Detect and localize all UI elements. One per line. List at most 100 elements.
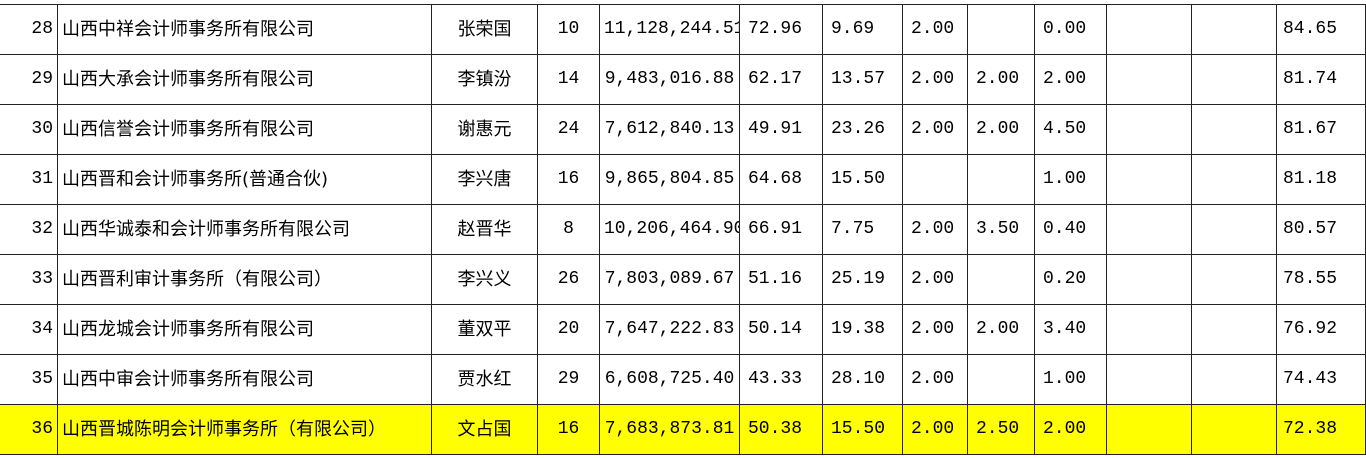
score: 2.00 [1035, 405, 1107, 454]
score [1192, 405, 1277, 454]
partner-name: 董双平 [432, 305, 538, 354]
partner-name: 谢惠元 [432, 105, 538, 154]
table-row: 32 山西华诚泰和会计师事务所有限公司 赵晋华 8 10,206,464.90 66.91… [0, 205, 1366, 255]
score [1192, 305, 1277, 354]
score [968, 255, 1035, 304]
table-row: 35 山西中审会计师事务所有限公司 贾水红 29 6,608,725.40 43.33 28… [0, 355, 1366, 405]
amount: 9,865,804.85 [600, 155, 740, 204]
firm-name: 山西华诚泰和会计师事务所有限公司 [58, 205, 432, 254]
score: 2.00 [903, 255, 968, 304]
count: 10 [538, 5, 600, 54]
score: 2.00 [903, 355, 968, 404]
score: 23.26 [823, 105, 903, 154]
count: 29 [538, 355, 600, 404]
total-score: 72.38 [1277, 405, 1366, 454]
rank: 31 [0, 155, 58, 204]
count: 14 [538, 55, 600, 104]
amount: 7,803,089.67 [600, 255, 740, 304]
table-row: 36 山西晋城陈明会计师事务所（有限公司） 文占国 16 7,683,873.81 50.… [0, 405, 1366, 455]
count: 16 [538, 155, 600, 204]
score: 3.40 [1035, 305, 1107, 354]
score: 2.00 [903, 55, 968, 104]
score: 43.33 [740, 355, 823, 404]
score [1192, 355, 1277, 404]
table-row: 28 山西中祥会计师事务所有限公司 张荣国 10 11,128,244.51 72.96 9… [0, 5, 1366, 55]
amount: 7,683,873.81 [600, 405, 740, 454]
count: 8 [538, 205, 600, 254]
score: 66.91 [740, 205, 823, 254]
score: 2.00 [1035, 55, 1107, 104]
score: 2.50 [968, 405, 1035, 454]
score [1192, 55, 1277, 104]
score: 72.96 [740, 5, 823, 54]
score: 50.38 [740, 405, 823, 454]
table-row: 31 山西晋和会计师事务所(普通合伙) 李兴唐 16 9,865,804.85 64.68… [0, 155, 1366, 205]
rank: 35 [0, 355, 58, 404]
score: 3.50 [968, 205, 1035, 254]
score [1107, 355, 1192, 404]
amount: 7,612,840.13 [600, 105, 740, 154]
firm-name: 山西晋城陈明会计师事务所（有限公司） [58, 405, 432, 454]
amount: 11,128,244.51 [600, 5, 740, 54]
score: 2.00 [903, 405, 968, 454]
total-score: 76.92 [1277, 305, 1366, 354]
prev-row-edge [0, 0, 1366, 5]
score: 62.17 [740, 55, 823, 104]
score [903, 155, 968, 204]
score: 13.57 [823, 55, 903, 104]
table-row: 33 山西晋利审计事务所（有限公司） 李兴义 26 7,803,089.67 51.16 2… [0, 255, 1366, 305]
rank: 36 [0, 405, 58, 454]
total-score: 81.74 [1277, 55, 1366, 104]
table-row: 30 山西信誉会计师事务所有限公司 谢惠元 24 7,612,840.13 49.91 23… [0, 105, 1366, 155]
count: 20 [538, 305, 600, 354]
firm-name: 山西晋利审计事务所（有限公司） [58, 255, 432, 304]
rank: 34 [0, 305, 58, 354]
score [1107, 5, 1192, 54]
score: 1.00 [1035, 155, 1107, 204]
score: 0.20 [1035, 255, 1107, 304]
score [1192, 155, 1277, 204]
score: 50.14 [740, 305, 823, 354]
score [1107, 205, 1192, 254]
score [1107, 405, 1192, 454]
score: 2.00 [903, 305, 968, 354]
score [1192, 205, 1277, 254]
score: 64.68 [740, 155, 823, 204]
score [1107, 255, 1192, 304]
firm-name: 山西信誉会计师事务所有限公司 [58, 105, 432, 154]
score: 4.50 [1035, 105, 1107, 154]
score: 2.00 [903, 205, 968, 254]
rank: 30 [0, 105, 58, 154]
total-score: 81.18 [1277, 155, 1366, 204]
total-score: 84.65 [1277, 5, 1366, 54]
partner-name: 赵晋华 [432, 205, 538, 254]
firm-name: 山西大承会计师事务所有限公司 [58, 55, 432, 104]
table-row: 34 山西龙城会计师事务所有限公司 董双平 20 7,647,222.83 50.14 19… [0, 305, 1366, 355]
partner-name: 李兴唐 [432, 155, 538, 204]
score: 9.69 [823, 5, 903, 54]
score: 0.00 [1035, 5, 1107, 54]
score: 2.00 [903, 5, 968, 54]
amount: 7,647,222.83 [600, 305, 740, 354]
table-row: 29 山西大承会计师事务所有限公司 李镇汾 14 9,483,016.88 62.17 13… [0, 55, 1366, 105]
firm-name: 山西龙城会计师事务所有限公司 [58, 305, 432, 354]
total-score: 80.57 [1277, 205, 1366, 254]
partner-name: 李镇汾 [432, 55, 538, 104]
firm-name: 山西中祥会计师事务所有限公司 [58, 5, 432, 54]
partner-name: 文占国 [432, 405, 538, 454]
score [968, 5, 1035, 54]
score: 2.00 [968, 105, 1035, 154]
amount: 10,206,464.90 [600, 205, 740, 254]
score [1107, 305, 1192, 354]
rank: 28 [0, 5, 58, 54]
score: 15.50 [823, 405, 903, 454]
rank: 33 [0, 255, 58, 304]
total-score: 81.67 [1277, 105, 1366, 154]
count: 26 [538, 255, 600, 304]
rank: 29 [0, 55, 58, 104]
partner-name: 贾水红 [432, 355, 538, 404]
score [1107, 155, 1192, 204]
score [1192, 5, 1277, 54]
score: 2.00 [968, 305, 1035, 354]
